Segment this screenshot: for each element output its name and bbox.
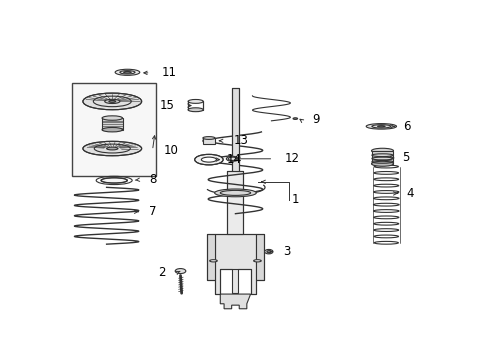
Text: 7: 7 — [149, 205, 157, 218]
Text: 9: 9 — [312, 113, 319, 126]
Text: 13: 13 — [233, 134, 248, 147]
Ellipse shape — [209, 260, 217, 262]
Ellipse shape — [194, 154, 223, 165]
Ellipse shape — [123, 72, 131, 73]
Ellipse shape — [264, 249, 272, 254]
Text: 14: 14 — [226, 153, 241, 166]
Bar — [203, 138, 215, 144]
Text: 1: 1 — [291, 193, 299, 206]
Text: 6: 6 — [403, 120, 410, 133]
Ellipse shape — [115, 69, 140, 75]
Ellipse shape — [377, 126, 385, 127]
Ellipse shape — [266, 251, 270, 253]
Ellipse shape — [201, 157, 216, 162]
Polygon shape — [214, 234, 256, 294]
Text: 2: 2 — [158, 266, 166, 279]
Ellipse shape — [109, 100, 116, 102]
Ellipse shape — [175, 269, 185, 274]
Ellipse shape — [104, 99, 120, 103]
Polygon shape — [227, 171, 243, 234]
Ellipse shape — [101, 177, 127, 183]
Ellipse shape — [226, 156, 238, 161]
Text: 11: 11 — [162, 66, 177, 79]
Ellipse shape — [253, 260, 261, 262]
Text: 5: 5 — [401, 152, 409, 165]
Text: 8: 8 — [149, 174, 157, 186]
Ellipse shape — [83, 93, 142, 110]
Ellipse shape — [203, 138, 215, 144]
Text: 12: 12 — [284, 152, 299, 165]
Polygon shape — [371, 151, 393, 164]
Ellipse shape — [371, 161, 393, 166]
Ellipse shape — [106, 147, 118, 150]
Ellipse shape — [188, 99, 203, 103]
Text: 10: 10 — [163, 144, 178, 157]
Ellipse shape — [83, 141, 142, 156]
Text: 15: 15 — [160, 99, 175, 112]
Polygon shape — [232, 87, 238, 171]
Polygon shape — [256, 234, 264, 280]
Polygon shape — [220, 294, 250, 309]
Ellipse shape — [292, 118, 297, 120]
Ellipse shape — [188, 108, 203, 112]
Ellipse shape — [366, 123, 396, 129]
Text: 4: 4 — [406, 187, 413, 200]
Ellipse shape — [214, 189, 256, 197]
Ellipse shape — [203, 136, 215, 139]
Text: 3: 3 — [283, 245, 290, 258]
Polygon shape — [102, 118, 122, 130]
Bar — [72, 84, 156, 176]
Ellipse shape — [102, 127, 122, 132]
Ellipse shape — [102, 116, 122, 120]
Ellipse shape — [371, 148, 393, 153]
Polygon shape — [206, 234, 214, 280]
